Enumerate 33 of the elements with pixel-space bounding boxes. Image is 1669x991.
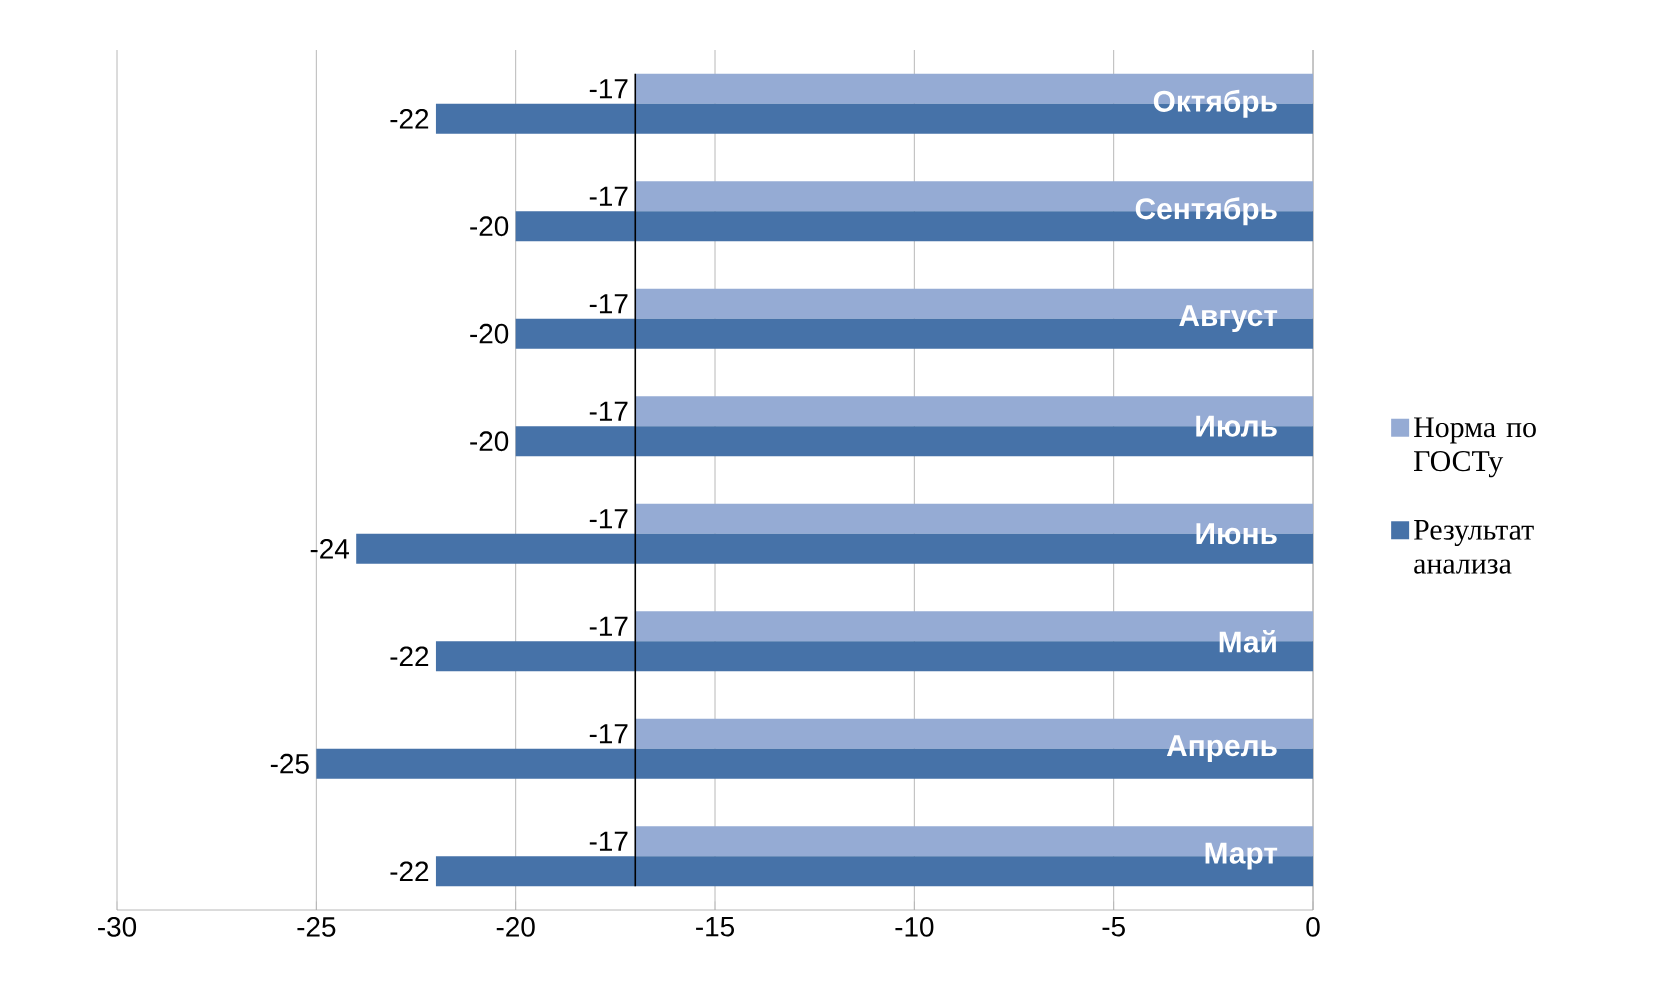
data-label: -20 [470, 431, 509, 452]
legend-label: Результат анализа [1414, 520, 1534, 574]
data-label: -17 [589, 831, 628, 851]
data-label: -20 [470, 216, 509, 237]
data-label: -24 [310, 538, 349, 559]
x-tick-label: -25 [297, 917, 336, 937]
data-label: -22 [390, 646, 429, 666]
y-tick-label: Май [1219, 630, 1276, 653]
data-label: -17 [589, 509, 628, 529]
data-label: -17 [589, 79, 628, 99]
y-tick-label: Октябрь [1153, 89, 1277, 118]
data-label: -22 [390, 861, 429, 881]
y-tick-label: Июнь [1196, 523, 1277, 545]
data-label: -17 [589, 724, 628, 744]
y-tick-label: Март [1205, 842, 1278, 870]
x-tick-label: -5 [1102, 917, 1125, 937]
x-tick-label: 0 [1306, 917, 1320, 937]
x-tick-label: -20 [496, 917, 535, 937]
legend-label: Норма по ГОСТу [1414, 417, 1536, 478]
data-label: -17 [589, 401, 628, 421]
data-label: -25 [270, 753, 309, 774]
data-label: -20 [470, 323, 509, 344]
y-tick-label: Июль [1196, 415, 1277, 437]
y-tick-label: Сентябрь [1135, 197, 1277, 226]
x-tick-label: -15 [696, 917, 734, 937]
x-tick-label: -10 [895, 917, 934, 937]
y-tick-label: Август [1179, 305, 1278, 333]
data-label: -22 [390, 108, 429, 129]
data-label: -17 [589, 294, 628, 314]
data-label: -17 [589, 616, 628, 636]
y-tick-label: Апрель [1166, 735, 1277, 763]
x-tick-label: -30 [98, 917, 137, 937]
data-label: -17 [589, 186, 628, 206]
